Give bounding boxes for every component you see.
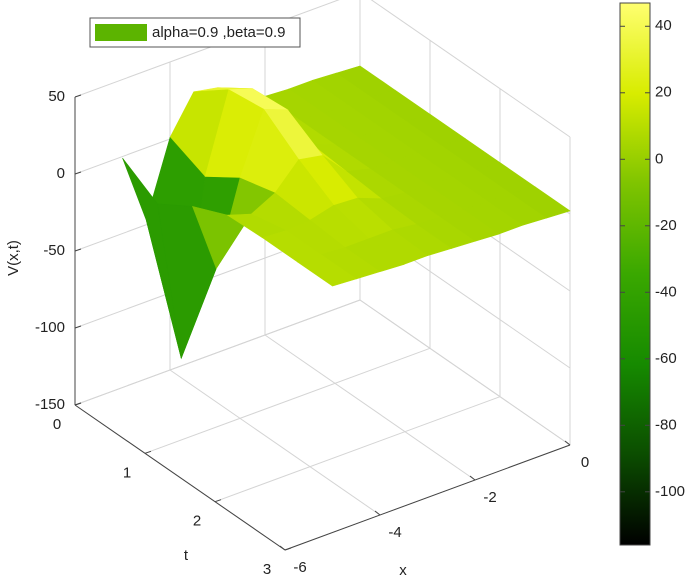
t-tick-label: 3 <box>263 561 271 578</box>
x-tick-label: -2 <box>483 489 496 506</box>
z-tick <box>74 325 82 329</box>
colorbar-tick-label: -40 <box>655 283 677 300</box>
grid-line <box>264 334 476 481</box>
x-axis-label: x <box>399 562 407 579</box>
t-tick-label: 1 <box>123 464 131 481</box>
x-tick-label: -6 <box>293 559 306 576</box>
t-axis-label: t <box>184 547 189 564</box>
colorbar-tick-label: -20 <box>655 217 677 234</box>
t-tick-label: 2 <box>193 513 201 530</box>
axis-line <box>74 404 286 551</box>
legend-swatch <box>95 24 147 41</box>
t-tick <box>284 547 292 551</box>
axis-line <box>284 444 571 551</box>
x-tick <box>374 510 381 516</box>
x-tick-label: 0 <box>581 454 589 471</box>
grid-line <box>370 0 571 138</box>
z-tick-label: -150 <box>35 396 65 413</box>
z-tick <box>74 171 82 175</box>
grid-line <box>359 299 571 446</box>
grid-line <box>214 396 501 503</box>
colorbar <box>619 2 651 546</box>
surface-patch <box>296 254 357 287</box>
colorbar-tick-label: -80 <box>655 416 677 433</box>
legend-label: alpha=0.9 ,beta=0.9 <box>152 24 285 41</box>
grid-line <box>144 347 431 454</box>
colorbar-tick-label: 40 <box>655 17 672 34</box>
t-tick <box>214 499 222 503</box>
x-tick <box>564 440 571 446</box>
colorbar-tick-label: -100 <box>655 483 685 500</box>
colorbar-tick-label: -60 <box>655 350 677 367</box>
colorbar-tick-label: 0 <box>655 150 663 167</box>
colorbar-tick-label: 20 <box>655 84 672 101</box>
z-tick <box>74 248 82 252</box>
z-tick-label: 0 <box>57 165 65 182</box>
z-tick <box>74 94 82 98</box>
t-tick-label: 0 <box>53 416 61 433</box>
z-tick-label: 50 <box>48 88 65 105</box>
t-tick <box>74 402 82 406</box>
z-tick-label: -100 <box>35 319 65 336</box>
z-tick-label: -50 <box>43 242 65 259</box>
grid-line <box>169 369 381 516</box>
x-tick-label: -4 <box>388 524 401 541</box>
grid-line <box>74 299 361 406</box>
x-tick <box>279 545 286 551</box>
x-tick <box>469 475 476 481</box>
t-tick <box>144 450 152 454</box>
z-axis-label: V(x,t) <box>5 240 22 276</box>
